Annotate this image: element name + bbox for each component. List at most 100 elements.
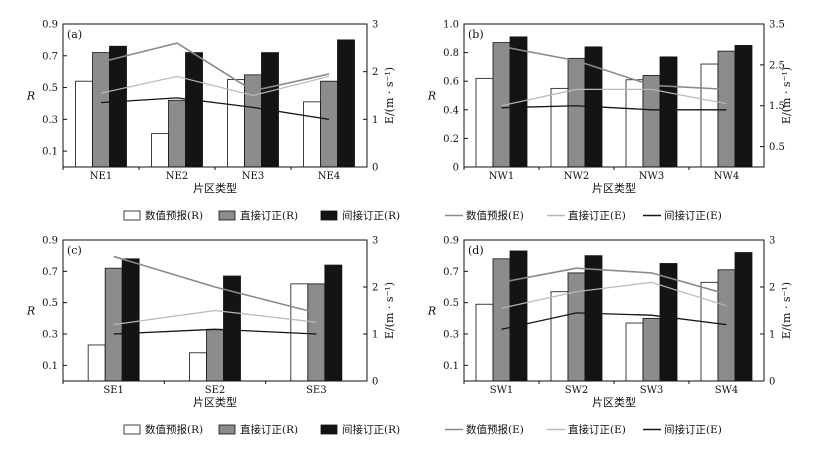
- x-axis-label: 片区类型: [592, 181, 636, 195]
- legend-label-1: 数值预报(R): [145, 423, 203, 436]
- line-series-2: [501, 281, 727, 309]
- y2-tick-label: 1: [769, 330, 775, 341]
- x-axis-label: 片区类型: [193, 181, 237, 195]
- y-tick-label: 0.6: [443, 77, 459, 88]
- legend-label-6: 间接订正(E): [664, 209, 722, 222]
- bar-NW1-series-1: [475, 77, 494, 168]
- y-tick-label: 0.9: [443, 236, 459, 247]
- y2-tick-label: 0: [372, 163, 378, 174]
- y2-tick-label: 0.5: [769, 142, 785, 153]
- bar-SW2-series-1: [550, 291, 569, 382]
- plot-frame: [62, 239, 368, 382]
- legend-label-5: 直接订正(E): [568, 209, 626, 222]
- y2-axis-label: E/(m · s⁻¹): [780, 67, 793, 124]
- legend-label-2: 直接订正(R): [240, 209, 298, 222]
- legend-label-4: 数值预报(E): [466, 209, 524, 222]
- x-tick-label: NE1: [90, 171, 112, 182]
- legend-swatch-3: [320, 424, 338, 435]
- y-tick-label: 0.3: [443, 330, 459, 341]
- y2-tick-label: 2: [372, 283, 378, 294]
- legend-label-5: 直接订正(E): [568, 423, 626, 436]
- x-tick-label: NE4: [318, 171, 340, 182]
- y-axis-label: R: [26, 90, 35, 103]
- line-series-2: [501, 88, 727, 107]
- bar-NW3-series-3: [659, 56, 678, 168]
- bar-NE4-series-1: [303, 101, 321, 168]
- legend-bottom: 数值预报(R) 直接订正(R) 间接订正(R) 数值预报(E) 直接订正(E) 间接订正(…: [123, 423, 722, 436]
- bar-NW3-series-1: [625, 79, 644, 168]
- bar-SW3-series-3: [659, 263, 678, 382]
- x-axis-label: 片区类型: [592, 395, 636, 409]
- legend-label-3: 间接订正(R): [342, 209, 400, 222]
- y-tick-label: 0.5: [42, 83, 58, 94]
- line-series-3: [501, 105, 727, 111]
- bar-NE2-series-2: [168, 99, 186, 168]
- y-tick-label: 0.1: [443, 361, 459, 372]
- line-series-3: [501, 312, 727, 330]
- bar-SE1-series-3: [121, 258, 140, 382]
- legend-label-6: 间接订正(E): [664, 423, 722, 436]
- y2-tick-label: 3.5: [769, 20, 785, 31]
- legend-swatch-3: [320, 210, 338, 221]
- legend-top: 数值预报(R) 直接订正(R) 间接订正(R) 数值预报(E) 直接订正(E) 间接订正(…: [123, 209, 722, 222]
- bar-NE1-series-1: [75, 80, 93, 168]
- legend-label-4: 数值预报(E): [466, 423, 524, 436]
- bar-SE3-series-2: [307, 283, 326, 382]
- legend-label-3: 间接订正(R): [342, 423, 400, 436]
- bar-SE3-series-3: [324, 264, 343, 382]
- bar-SW1-series-1: [475, 303, 494, 382]
- x-tick-label: NE2: [166, 171, 188, 182]
- x-tick-label: NW2: [564, 171, 589, 182]
- y2-axis-label: E/(m · s⁻¹): [780, 282, 793, 339]
- y-tick-label: 0.9: [42, 236, 58, 247]
- bar-SW1-series-2: [492, 258, 511, 382]
- bar-NW4-series-2: [717, 50, 736, 168]
- y-axis-label: R: [427, 90, 436, 103]
- x-tick-label: NE3: [242, 171, 264, 182]
- y2-axis-label: E/(m · s⁻¹): [383, 282, 396, 339]
- y2-tick-label: 1: [372, 330, 378, 341]
- line-series-3: [113, 328, 317, 335]
- bar-SW4-series-1: [700, 281, 719, 382]
- x-tick-label: SE1: [103, 385, 124, 396]
- panel-label: (a): [67, 28, 82, 41]
- bar-NE4-series-3: [337, 39, 355, 168]
- y-tick-label: 0.3: [42, 115, 58, 126]
- line-series-1: [501, 267, 727, 295]
- y2-tick-label: 0: [769, 377, 775, 388]
- legend-swatch-1: [123, 210, 141, 221]
- x-tick-label: SW3: [640, 385, 664, 396]
- y2-tick-label: 2: [372, 67, 378, 78]
- bar-SW4-series-2: [717, 269, 736, 382]
- y-tick-label: 0.5: [443, 298, 459, 309]
- legend-swatch-2: [218, 210, 236, 221]
- y-tick-label: 0.1: [42, 361, 58, 372]
- y-tick-label: 0.9: [42, 20, 58, 31]
- bar-NE1-series-2: [92, 52, 110, 168]
- x-axis-label: 片区类型: [193, 395, 237, 409]
- bar-SW1-series-3: [509, 250, 528, 382]
- line-series-2: [100, 75, 330, 97]
- y-tick-label: 0.2: [443, 134, 459, 145]
- bar-SE1-series-1: [87, 344, 106, 382]
- y-tick-label: 0.7: [42, 51, 58, 62]
- bar-NW4-series-3: [734, 45, 753, 168]
- bar-NE2-series-1: [151, 133, 169, 168]
- legend-label-1: 数值预报(R): [145, 209, 203, 222]
- y-tick-label: 0.3: [42, 330, 58, 341]
- x-tick-label: NW3: [639, 171, 664, 182]
- y2-axis-label: E/(m · s⁻¹): [383, 67, 396, 124]
- line-series-2: [113, 309, 317, 326]
- line-series-1: [100, 42, 330, 92]
- x-tick-label: SE2: [205, 385, 226, 396]
- y2-tick-label: 1: [372, 115, 378, 126]
- y-tick-label: 0.7: [42, 267, 58, 278]
- bar-SW3-series-1: [625, 322, 644, 382]
- x-tick-label: SW2: [565, 385, 589, 396]
- y-tick-label: 0.7: [443, 267, 459, 278]
- bar-NE4-series-2: [320, 80, 338, 168]
- y2-tick-label: 2.5: [769, 60, 785, 71]
- y-tick-label: 0.4: [443, 105, 459, 116]
- bar-SW2-series-2: [567, 272, 586, 382]
